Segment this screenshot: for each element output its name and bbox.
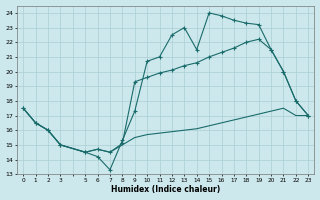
X-axis label: Humidex (Indice chaleur): Humidex (Indice chaleur)	[111, 185, 220, 194]
